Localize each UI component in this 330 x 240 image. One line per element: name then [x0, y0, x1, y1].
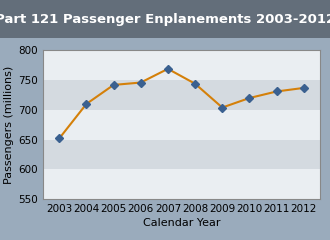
Bar: [43, 169, 320, 199]
Bar: [43, 140, 320, 169]
Bar: [43, 80, 320, 110]
Bar: [43, 50, 320, 80]
Text: Part 121 Passenger Enplanements 2003-2012: Part 121 Passenger Enplanements 2003-201…: [0, 13, 330, 26]
Bar: [43, 110, 320, 140]
Y-axis label: Passengers (millions): Passengers (millions): [4, 66, 14, 184]
X-axis label: Calendar Year: Calendar Year: [143, 218, 220, 228]
